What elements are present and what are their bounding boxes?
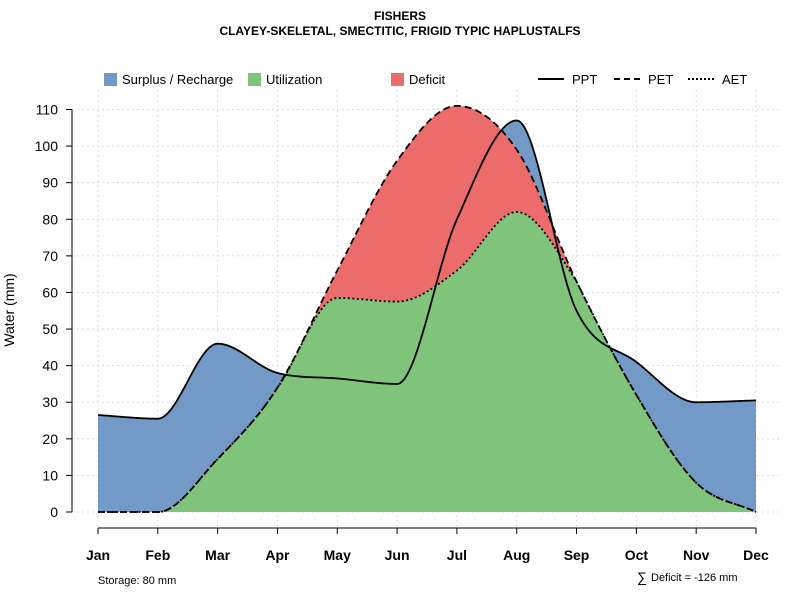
legend-ppt: PPT bbox=[538, 71, 597, 87]
y-tick-label: 0 bbox=[50, 504, 58, 520]
y-tick-label: 30 bbox=[42, 394, 58, 410]
axis-layer: 0 10 20 30 40 50 60 70 80 90 100 110 Water (mm) Jan Fe… bbox=[1, 102, 769, 564]
chart-subtitle: CLAYEY-SKELETAL, SMECTITIC, FRIGID TYPIC… bbox=[219, 24, 581, 38]
x-tick-label: Jul bbox=[447, 547, 467, 563]
x-tick-label: Aug bbox=[503, 547, 530, 563]
legend-aet-label: AET bbox=[722, 71, 748, 87]
y-tick-label: 70 bbox=[42, 248, 58, 264]
x-tick-label: Apr bbox=[265, 547, 290, 563]
legend-pet-line bbox=[614, 78, 640, 80]
legend-pet-label: PET bbox=[648, 71, 674, 87]
y-tick-label: 100 bbox=[35, 138, 59, 154]
y-tick-label: 50 bbox=[42, 321, 58, 337]
x-tick-label: Nov bbox=[683, 547, 710, 563]
legend-utilization-label: Utilization bbox=[266, 71, 323, 87]
legend-deficit-swatch bbox=[391, 72, 404, 86]
legend-ppt-line bbox=[538, 78, 564, 80]
area-layer bbox=[98, 105, 756, 512]
legend-pet: PET bbox=[614, 71, 673, 87]
legend-aet-line bbox=[688, 78, 714, 80]
area-deficit bbox=[98, 105, 756, 512]
x-tick-label: Oct bbox=[625, 547, 649, 563]
y-axis-label: Water (mm) bbox=[1, 273, 17, 346]
y-tick-label: 80 bbox=[42, 211, 58, 227]
x-tick-label: Sep bbox=[564, 547, 590, 563]
sum-icon: ∑ bbox=[637, 569, 647, 585]
x-tick-label: Feb bbox=[145, 547, 170, 563]
line-layer bbox=[97, 104, 757, 513]
y-tick-label: 90 bbox=[42, 175, 58, 191]
storage-note: Storage: 80 mm bbox=[98, 575, 177, 587]
y-tick-label: 10 bbox=[42, 467, 58, 483]
series-line-ppt bbox=[97, 119, 757, 420]
legend-utilization: Utilization bbox=[248, 71, 322, 87]
y-tick-label: 40 bbox=[42, 358, 58, 374]
legend-surplus-swatch bbox=[104, 72, 117, 86]
area-surplus-recharge bbox=[98, 105, 756, 512]
legend-ppt-label: PPT bbox=[572, 71, 598, 87]
x-tick-label: Dec bbox=[743, 547, 769, 563]
x-tick-label: Jun bbox=[385, 547, 410, 563]
x-tick-label: Mar bbox=[205, 547, 230, 563]
legend-surplus-label: Surplus / Recharge bbox=[122, 71, 234, 87]
legend-aet: AET bbox=[688, 71, 747, 87]
chart-title: FISHERS bbox=[373, 9, 426, 23]
x-tick-label: Jan bbox=[86, 547, 110, 563]
legend-deficit: Deficit bbox=[391, 71, 445, 87]
legend-utilization-swatch bbox=[248, 72, 261, 86]
y-tick-label: 110 bbox=[36, 102, 59, 118]
y-tick-label: 20 bbox=[42, 431, 58, 447]
x-tick-label: May bbox=[324, 547, 351, 563]
area-utilization bbox=[98, 211, 756, 512]
deficit-total-note: Deficit = -126 mm bbox=[651, 572, 738, 584]
series-line-pet bbox=[98, 104, 757, 513]
legend-surplus: Surplus / Recharge bbox=[104, 71, 233, 87]
y-tick-label: 60 bbox=[42, 284, 58, 300]
legend-deficit-label: Deficit bbox=[409, 71, 446, 87]
